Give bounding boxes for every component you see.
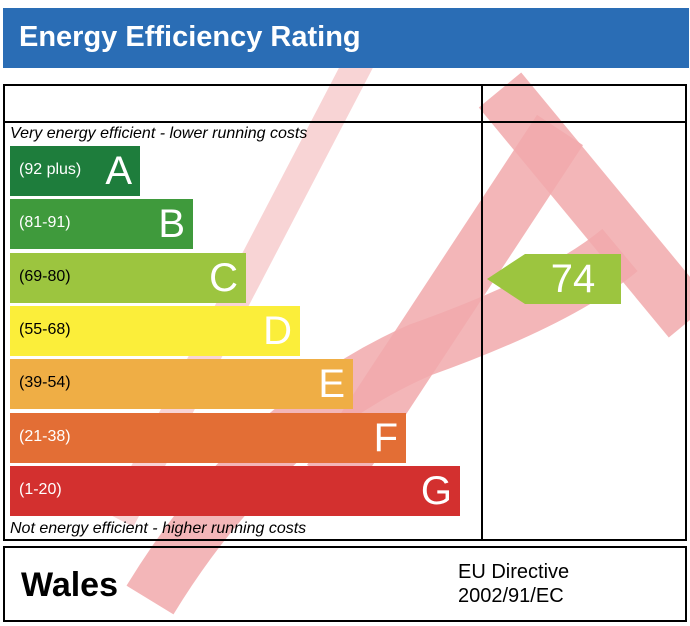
band-b-range: (81-91) [19, 214, 71, 232]
rating-frame [3, 84, 687, 541]
band-g-letter: G [420, 468, 452, 513]
column-divider [481, 84, 483, 541]
band-d-letter: D [263, 308, 292, 353]
band-a-letter: A [105, 149, 132, 193]
band-g-range: (1-20) [19, 480, 62, 498]
chart-title: Energy Efficiency Rating [19, 21, 361, 53]
band-b: (81-91) B [10, 199, 193, 250]
band-g: (1-20) G [10, 465, 460, 516]
band-e-range: (39-54) [19, 374, 71, 392]
band-d: (55-68) D [10, 305, 300, 356]
band-c: (69-80) C [10, 252, 246, 303]
band-a: (92 plus) A [10, 146, 140, 196]
band-f-range: (21-38) [19, 427, 71, 445]
band-f-letter: F [373, 415, 398, 460]
current-rating-value: 74 [550, 257, 596, 301]
top-caption: Very energy efficient - lower running co… [10, 125, 308, 142]
band-c-letter: C [209, 255, 238, 300]
current-rating-pointer: 74 [487, 254, 621, 304]
directive-line-1: EU Directive [458, 561, 570, 583]
band-e: (39-54) E [10, 359, 353, 410]
footer-box: Wales EU Directive 2002/91/EC [3, 546, 687, 622]
header-row-divider [3, 121, 687, 123]
band-a-range: (92 plus) [19, 161, 82, 178]
pointer-arrow-shape [487, 254, 621, 304]
directive-label: EU Directive 2002/91/EC [458, 560, 569, 608]
band-b-letter: B [158, 202, 185, 247]
region-label: Wales [21, 566, 119, 604]
band-f: (21-38) F [10, 412, 406, 463]
band-e-letter: E [318, 362, 345, 407]
band-c-range: (69-80) [19, 267, 71, 285]
header-bar: Energy Efficiency Rating [3, 8, 689, 68]
band-d-range: (55-68) [19, 320, 71, 338]
bottom-caption: Not energy efficient - higher running co… [10, 520, 307, 537]
directive-line-2: 2002/91/EC [458, 585, 564, 607]
